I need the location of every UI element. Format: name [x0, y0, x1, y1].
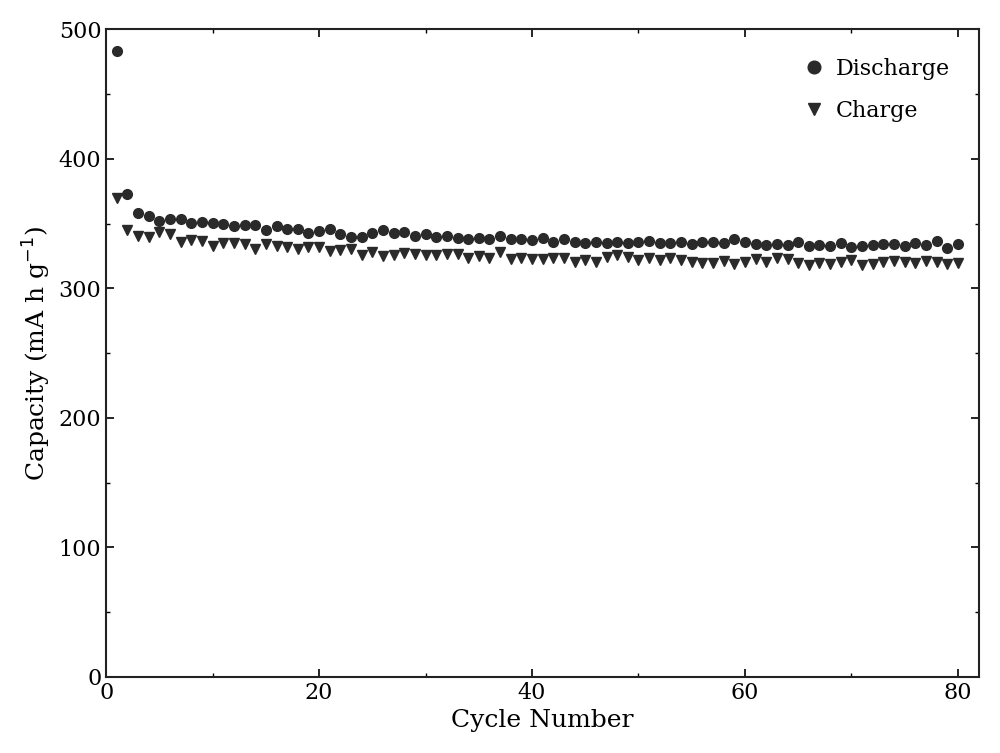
Line: Discharge: Discharge [112, 47, 963, 253]
Charge [111, 193, 123, 202]
Charge [622, 253, 634, 262]
Charge [654, 256, 666, 265]
Discharge [611, 238, 623, 247]
Charge [867, 259, 879, 268]
Discharge [483, 235, 495, 244]
Discharge [654, 238, 666, 247]
Legend: Discharge, Charge: Discharge, Charge [787, 41, 968, 140]
Charge [483, 253, 495, 262]
Line: Charge: Charge [112, 193, 963, 270]
Discharge [856, 241, 868, 250]
Discharge [622, 238, 634, 247]
Discharge [952, 239, 964, 248]
Y-axis label: Capacity (mA h g$^{-1}$): Capacity (mA h g$^{-1}$) [21, 225, 53, 480]
Charge [803, 261, 815, 270]
Charge [686, 257, 698, 266]
Discharge [111, 47, 123, 56]
Charge [611, 251, 623, 260]
Charge [952, 259, 964, 268]
X-axis label: Cycle Number: Cycle Number [451, 709, 634, 732]
Discharge [686, 239, 698, 248]
Discharge [941, 244, 953, 253]
